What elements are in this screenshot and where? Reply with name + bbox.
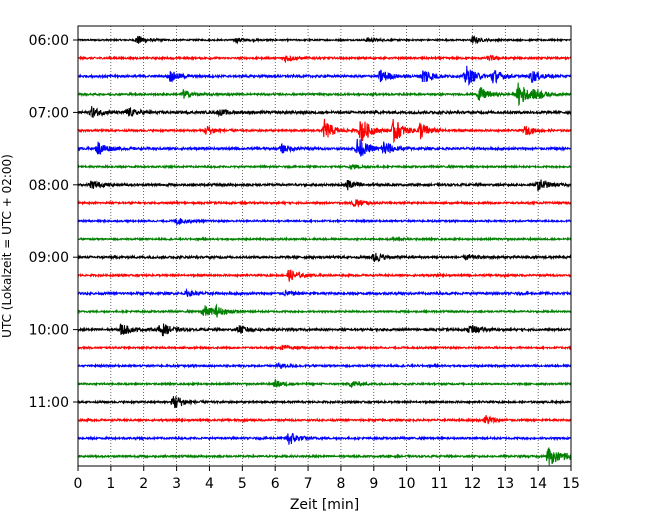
trace-0815 (77, 199, 572, 208)
x-tick-label: 4 (205, 476, 214, 492)
plot-frame (77, 25, 572, 467)
trace-layer (77, 34, 572, 466)
trace-1045 (77, 378, 572, 388)
trace-1115 (77, 414, 572, 425)
x-tick-label: 5 (238, 476, 247, 492)
trace-0800 (77, 179, 572, 191)
x-tick-label: 10 (398, 476, 416, 492)
y-tick-label: 11:00 (29, 395, 69, 411)
trace-0930 (77, 287, 572, 297)
x-axis-ticks: 0 1 2 3 4 5 6 7 8 9 10 11 12 13 14 15 (74, 466, 580, 492)
x-tick-label: 0 (74, 476, 83, 492)
trace-1000 (77, 323, 572, 337)
x-tick-label: 7 (304, 476, 313, 492)
trace-0900 (77, 252, 572, 263)
y-tick-label: 10:00 (29, 323, 69, 339)
trace-0945 (77, 303, 572, 318)
trace-0845 (77, 235, 572, 243)
x-tick-label: 11 (431, 476, 449, 492)
x-tick-label: 1 (106, 476, 115, 492)
y-tick-label: 09:00 (29, 250, 69, 266)
y-tick-label: 06:00 (29, 33, 69, 49)
trace-0830 (77, 218, 572, 227)
y-tick-label: 07:00 (29, 105, 69, 121)
trace-1100 (77, 396, 572, 409)
trace-0915 (77, 269, 572, 282)
trace-0630 (77, 65, 572, 86)
x-tick-label: 12 (463, 476, 481, 492)
x-tick-label: 13 (496, 476, 514, 492)
trace-0715 (77, 118, 572, 144)
trace-0745 (77, 163, 572, 170)
trace-0615 (77, 54, 572, 63)
trace-1145 (77, 447, 572, 466)
trace-1130 (77, 432, 572, 445)
x-axis-label: Zeit [min] (290, 497, 359, 513)
x-tick-label: 2 (139, 476, 148, 492)
x-tick-label: 9 (369, 476, 378, 492)
x-tick-label: 8 (336, 476, 345, 492)
y-axis-label: UTC (Lokalzeit = UTC + 02:00) (0, 154, 14, 338)
y-tick-label: 08:00 (29, 178, 69, 194)
x-tick-label: 6 (271, 476, 280, 492)
x-tick-label: 3 (172, 476, 181, 492)
grid-lines (77, 26, 572, 466)
x-tick-label: 15 (562, 476, 580, 492)
trace-0700 (77, 106, 572, 118)
trace-0600 (77, 34, 572, 45)
trace-1015 (77, 344, 572, 351)
x-tick-label: 14 (529, 476, 547, 492)
trace-0645 (77, 82, 572, 107)
trace-0730 (77, 138, 572, 157)
y-axis-ticks: 06:00 07:00 08:00 09:00 10:00 11:00 (29, 33, 78, 411)
trace-1030 (77, 362, 572, 370)
